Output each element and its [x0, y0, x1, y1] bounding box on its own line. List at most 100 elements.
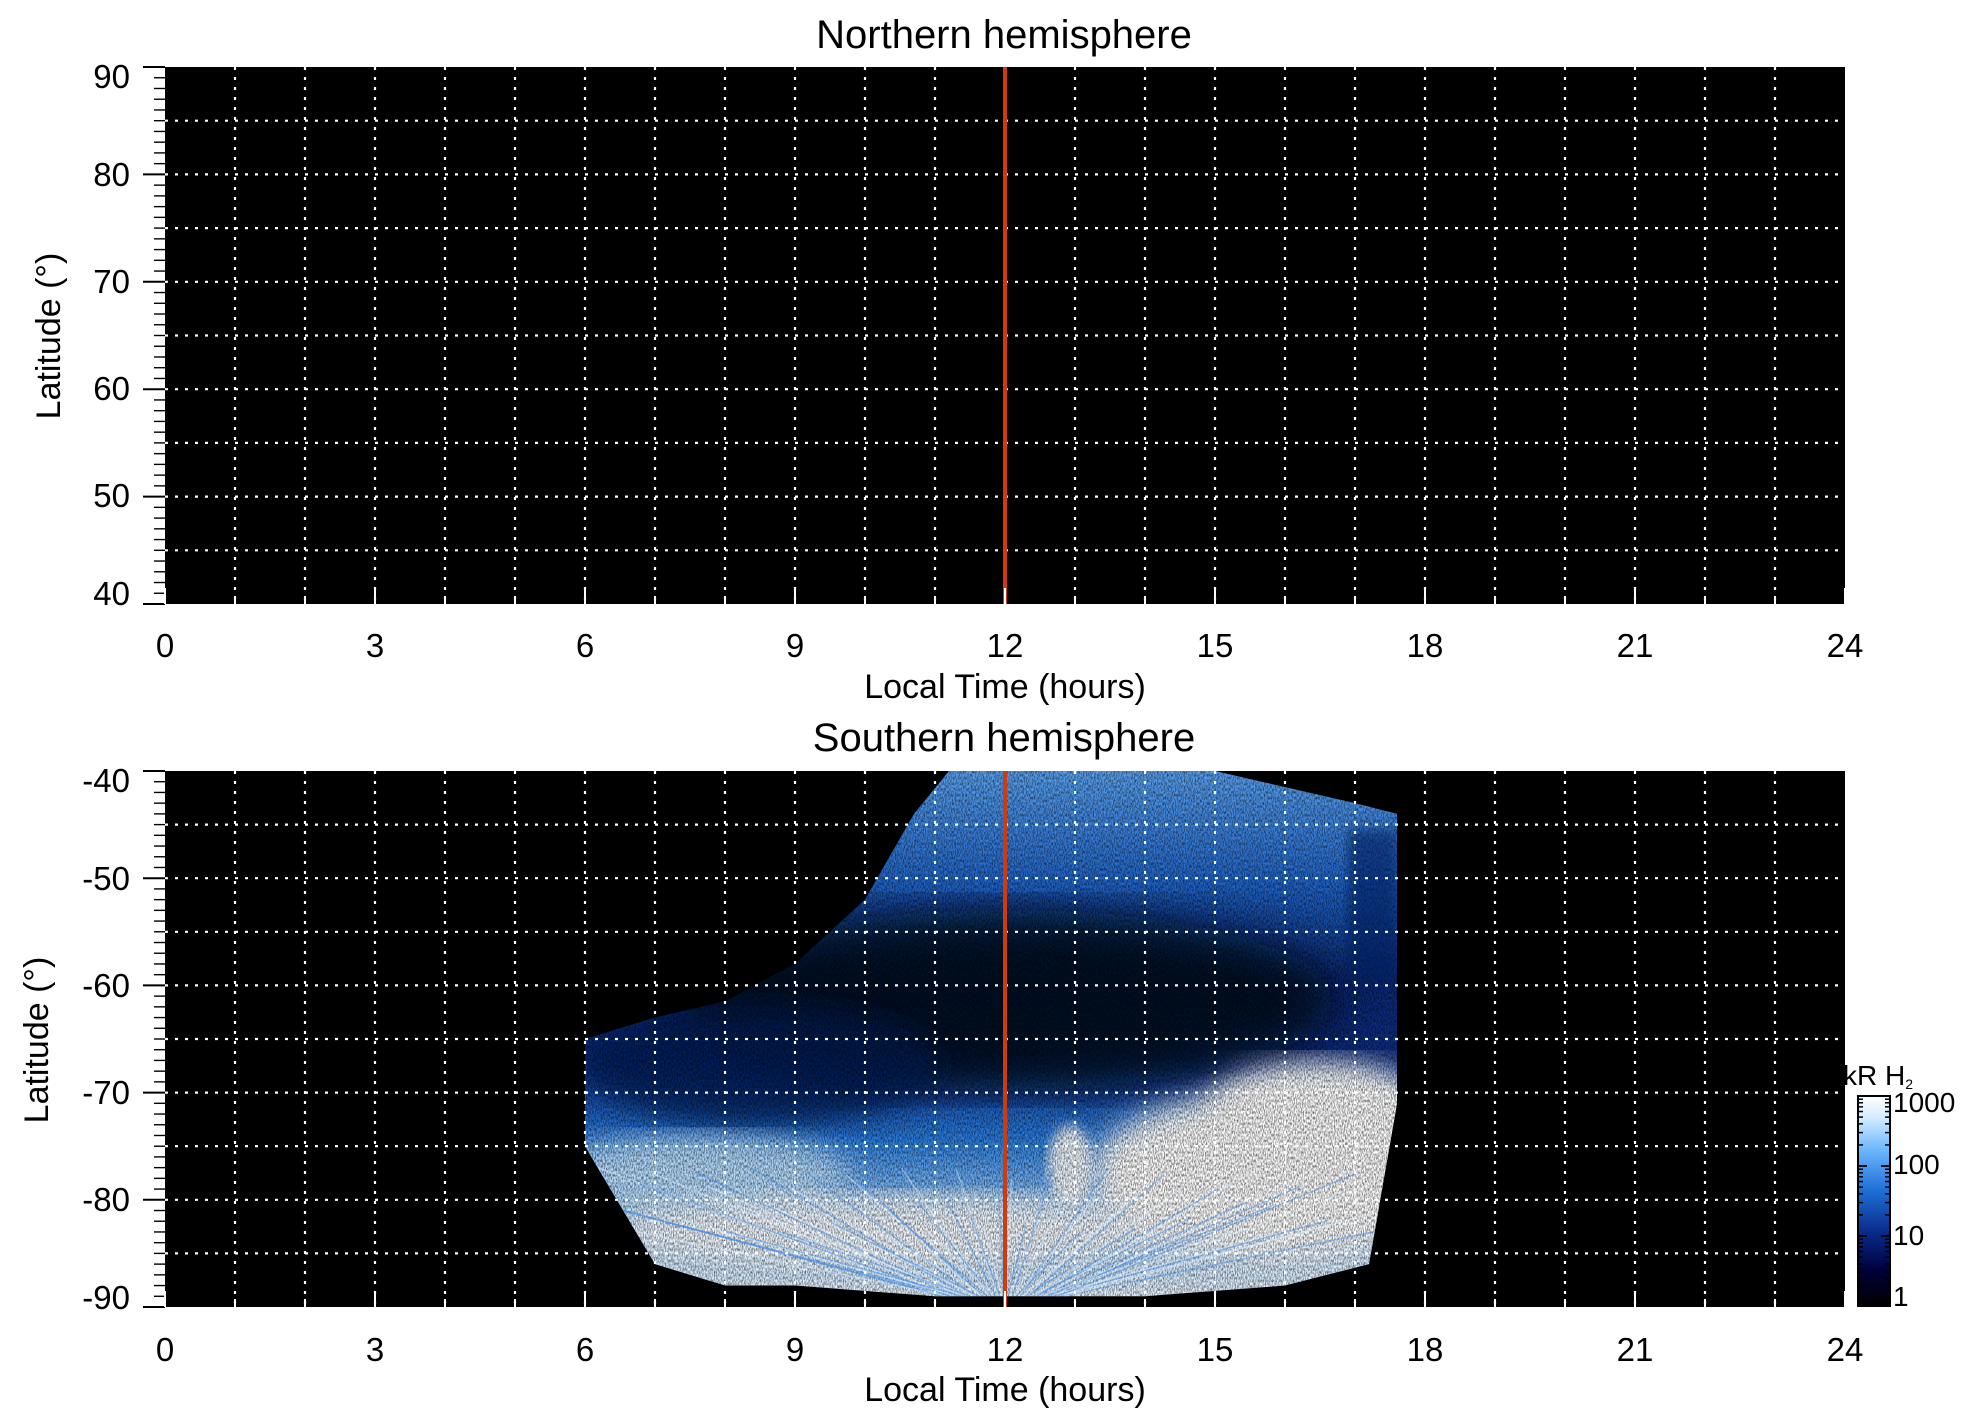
emission-streak — [928, 1231, 995, 1297]
y-tick-labels: -40 -50 -60 -70 -80 -90 — [82, 762, 130, 1316]
x-tick-label: 12 — [987, 627, 1024, 664]
x-tick-labels: 0 3 6 9 12 15 18 21 24 — [156, 627, 1864, 664]
colorbar-label-subscript: 2 — [1905, 1076, 1913, 1092]
x-minor-ticks — [164, 588, 1846, 604]
x-tick-label: 18 — [1407, 627, 1444, 664]
y-tick-label: 90 — [93, 58, 130, 95]
y-tick-label: 80 — [93, 156, 130, 193]
emission-streak — [859, 1182, 984, 1297]
emission-streak — [763, 1202, 970, 1297]
emission-streak — [681, 1218, 957, 1297]
emission-streak — [1026, 1181, 1150, 1297]
emission-streak — [1019, 1167, 1109, 1297]
x-tick-label: 18 — [1407, 1331, 1444, 1368]
emission-streak — [598, 1167, 945, 1297]
colorbar-tick-label: 1000 — [1893, 1087, 1955, 1118]
emission-streak — [653, 1173, 953, 1297]
emission-streak — [900, 1167, 991, 1297]
panel-northern: Northern hemisphere 90 80 70 60 50 40 0 … — [30, 13, 1863, 706]
colorbar-minor-ticks — [1858, 1095, 1890, 1307]
x-axis-label: Local Time (hours) — [864, 668, 1146, 706]
emission-streak — [997, 1178, 1005, 1297]
emission-streak — [749, 1167, 968, 1297]
emission-streak — [626, 1228, 949, 1297]
colorbar-label: kR H2 — [1843, 1060, 1913, 1092]
emission-streak — [1044, 1204, 1274, 1297]
x-tick-labels: 0 3 6 9 12 15 18 21 24 — [156, 1331, 1864, 1368]
emission-streak — [942, 1192, 997, 1297]
emission-streak — [1036, 1188, 1219, 1297]
x-minor-ticks — [164, 1291, 1846, 1307]
y-tick-labels: 90 80 70 60 50 40 — [93, 58, 130, 612]
emission-streak — [1007, 1226, 1027, 1297]
emission-streak — [612, 1207, 947, 1297]
x-tick-label: 9 — [786, 1331, 804, 1368]
emission-streak — [1040, 1201, 1246, 1297]
emission-streak — [1024, 1228, 1136, 1297]
emission-streak — [1028, 1174, 1164, 1297]
emission-streak — [1061, 1229, 1384, 1297]
x-tick-label: 24 — [1827, 627, 1864, 664]
emission-streak — [1022, 1209, 1123, 1297]
y-axis-label: Latitude (°) — [30, 253, 68, 420]
emission-streak — [639, 1183, 951, 1297]
emission-streak — [1038, 1230, 1233, 1297]
emission-streak — [983, 1226, 1003, 1297]
emission-streak — [1013, 1193, 1068, 1297]
x-tick-label: 15 — [1197, 627, 1234, 664]
emission-streak — [1017, 1197, 1095, 1297]
panel-southern: Southern hemisphere -40 -50 -60 — [18, 716, 1863, 1409]
emission-streak — [1063, 1206, 1397, 1297]
x-tick-label: 21 — [1617, 627, 1654, 664]
y-tick-label: 40 — [93, 575, 130, 612]
emission-streak — [1009, 1213, 1040, 1297]
emission-streak — [777, 1230, 972, 1297]
y-tick-label: -90 — [82, 1279, 130, 1316]
x-tick-label: 6 — [576, 1331, 594, 1368]
emission-streak — [1055, 1220, 1343, 1297]
colorbar-tick-label: 10 — [1893, 1220, 1924, 1251]
y-minor-ticks — [143, 770, 165, 1308]
emission-streak — [1059, 1183, 1370, 1297]
emission-streak — [1053, 1219, 1329, 1297]
emission-streak — [832, 1222, 980, 1297]
y-axis-label: Latitude (°) — [18, 957, 56, 1124]
x-tick-label: 6 — [576, 627, 594, 664]
panel-title: Southern hemisphere — [813, 716, 1195, 760]
x-tick-label: 21 — [1617, 1331, 1654, 1368]
panel-title: Northern hemisphere — [816, 13, 1192, 57]
emission-streak — [1049, 1185, 1301, 1297]
duskside-streak — [1348, 830, 1397, 980]
emission-streak — [1042, 1167, 1260, 1297]
y-tick-label: 60 — [93, 370, 130, 407]
y-tick-label: -40 — [82, 762, 130, 799]
emission-streak — [722, 1229, 963, 1297]
emission-streak — [818, 1217, 978, 1297]
x-tick-label: 12 — [987, 1331, 1024, 1368]
emission-streak — [791, 1187, 974, 1297]
colorbar-tick-label: 100 — [1893, 1149, 1940, 1180]
emission-streak — [955, 1169, 999, 1297]
emission-streak — [667, 1221, 955, 1297]
x-tick-label: 3 — [366, 1331, 384, 1368]
x-tick-label: 9 — [786, 627, 804, 664]
colorbar-label-main: kR H — [1843, 1060, 1905, 1091]
y-tick-label: 70 — [93, 263, 130, 300]
y-tick-label: -70 — [82, 1074, 130, 1111]
y-tick-label: -50 — [82, 860, 130, 897]
x-tick-label: 24 — [1827, 1331, 1864, 1368]
colorbar-tick-label: 1 — [1893, 1281, 1909, 1312]
emission-streak — [585, 1199, 943, 1297]
emission-streak — [1030, 1223, 1178, 1297]
y-tick-label: -60 — [82, 967, 130, 1004]
emission-streak — [1051, 1171, 1315, 1297]
colorbar-scale — [1857, 1095, 1891, 1307]
x-tick-label: 15 — [1197, 1331, 1234, 1368]
emission-streak — [1047, 1229, 1288, 1297]
x-tick-label: 0 — [156, 627, 174, 664]
emission-streak — [969, 1214, 1001, 1297]
emission-streak — [1057, 1172, 1356, 1297]
emission-streak — [736, 1203, 965, 1297]
emission-streak — [845, 1174, 982, 1297]
